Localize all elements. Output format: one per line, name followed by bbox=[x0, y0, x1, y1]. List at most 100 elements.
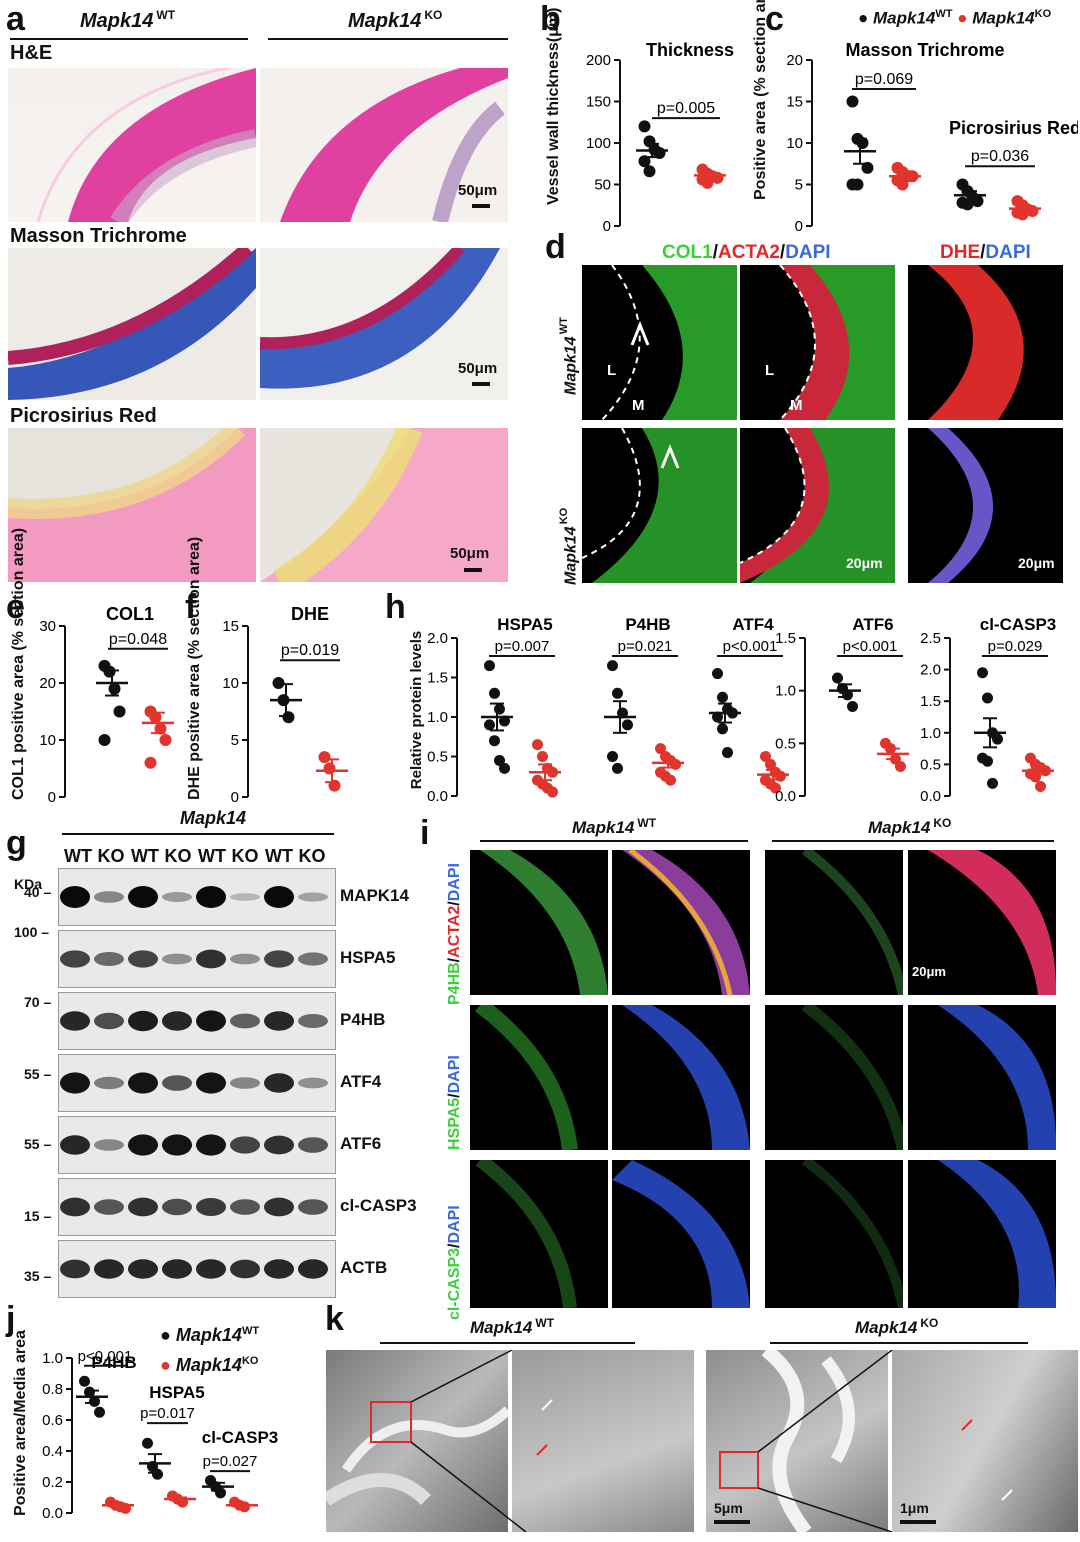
blot-band bbox=[94, 1076, 124, 1090]
panel-d-row-ko: Mapk14KO bbox=[558, 507, 580, 585]
panel-d-row-wt: Mapk14WT bbox=[558, 317, 580, 395]
h-wt-point bbox=[832, 672, 843, 684]
blot-band bbox=[60, 950, 90, 968]
panel-e-ylabel: COL1 positive area (% section area) bbox=[10, 527, 27, 800]
h4-ytick-label: 0.5 bbox=[920, 756, 941, 773]
blot-band bbox=[264, 1259, 294, 1279]
panel-h-letter: h bbox=[385, 588, 406, 626]
e-ko-point bbox=[159, 734, 172, 746]
legend-wt-dot: ● bbox=[858, 8, 869, 28]
h3-ytick-label: 0.5 bbox=[775, 735, 796, 752]
blot-band bbox=[128, 1072, 158, 1094]
blot-band bbox=[60, 1259, 90, 1279]
i-clcasp3-ko bbox=[765, 1160, 903, 1308]
mw-marker: 100 – bbox=[14, 924, 50, 940]
h-wt-point bbox=[612, 687, 623, 699]
i-hspa5-merge-wt bbox=[612, 1005, 750, 1150]
b-ytick-label: 150 bbox=[586, 94, 611, 111]
h-pvalue: p=0.007 bbox=[495, 638, 550, 655]
blot-band bbox=[128, 886, 158, 908]
f-ko-point bbox=[323, 762, 336, 775]
panel-c-legend: ● Mapk14WT ● Mapk14KO bbox=[858, 8, 1052, 28]
blot-band bbox=[196, 1259, 226, 1279]
h-pvalue: p=0.021 bbox=[618, 638, 673, 655]
blot-band bbox=[264, 886, 294, 908]
h-wt-point bbox=[494, 754, 505, 766]
panel-g-rule bbox=[62, 833, 334, 835]
c-pvalue: p=0.036 bbox=[971, 148, 1029, 165]
blot-band bbox=[162, 1134, 192, 1156]
blot-band bbox=[264, 1073, 294, 1093]
h-wt-point bbox=[722, 747, 733, 759]
blot-band bbox=[230, 1136, 260, 1154]
h4-ytick-label: 2.0 bbox=[920, 662, 941, 679]
h-ko-point bbox=[760, 751, 771, 762]
d-merge-ko: 20μm bbox=[740, 428, 895, 583]
he-scalebar-label: 50μm bbox=[458, 182, 498, 199]
blot-band bbox=[230, 1013, 260, 1029]
b-wt-point bbox=[643, 165, 656, 178]
h0-ytick-label: 1.0 bbox=[427, 709, 448, 726]
blot-band bbox=[60, 1135, 90, 1155]
blot-band bbox=[298, 1077, 328, 1089]
h4-ytick-label: 1.0 bbox=[920, 725, 941, 742]
h-ko-point bbox=[532, 739, 543, 751]
panel-f-chart: DHE 0 5 10 15 p=0.019 bbox=[222, 604, 348, 805]
panel-h-ylabel: Relative protein levels bbox=[408, 630, 425, 790]
k-ko-connectors bbox=[757, 1350, 893, 1532]
mw-marker: 40 – bbox=[24, 884, 52, 900]
f-ko-point bbox=[318, 751, 331, 764]
blot-p4hb bbox=[58, 992, 336, 1050]
lane-label-ko: KO bbox=[97, 846, 125, 866]
blot-band bbox=[230, 893, 260, 901]
blot-band bbox=[128, 1134, 158, 1156]
h-wt-point bbox=[607, 751, 618, 762]
k-ko-zoom: 1μm bbox=[892, 1350, 1078, 1532]
h-wt-point bbox=[499, 762, 510, 774]
h-wt-point bbox=[489, 735, 500, 747]
e-wt-point bbox=[98, 734, 111, 746]
j-ytick-label: 0.8 bbox=[42, 1381, 63, 1398]
blot-band bbox=[264, 950, 294, 968]
h-pvalue: p<0.001 bbox=[723, 638, 778, 655]
blot-band bbox=[94, 1259, 124, 1279]
panel-k-ko-rule bbox=[770, 1342, 1028, 1344]
f-ytick-label: 0 bbox=[231, 789, 239, 805]
kda-label: KDa bbox=[14, 876, 43, 892]
panel-d-title-2: DHE/DAPI bbox=[940, 242, 1031, 263]
i-clcasp3-wt bbox=[470, 1160, 608, 1308]
blot-band bbox=[196, 1198, 226, 1216]
lane-label-wt: WT bbox=[198, 846, 226, 866]
j-wt-point bbox=[152, 1468, 163, 1480]
lane-label-wt: WT bbox=[64, 846, 92, 866]
e-ytick-label: 30 bbox=[39, 618, 56, 635]
mw-marker: 15 – bbox=[24, 1208, 52, 1224]
mw-marker: 55 – bbox=[24, 1136, 52, 1152]
blot-label-p4hb: P4HB bbox=[340, 1010, 386, 1029]
h-ko-point bbox=[547, 786, 558, 798]
h-wt-point bbox=[982, 755, 993, 767]
d-merge-wt: L M bbox=[740, 265, 895, 420]
blot-mapk14 bbox=[58, 868, 336, 926]
k-wt-zoom bbox=[512, 1350, 694, 1532]
h4-ytick-label: 0.0 bbox=[920, 788, 941, 805]
c-wt-point bbox=[961, 198, 974, 211]
panel-h-chart: 0.0 0.5 1.0 1.5 2.0 HSPA5 p=0.007 P4HB p=0.021 AT… bbox=[427, 615, 1056, 805]
h-wt-point bbox=[607, 660, 618, 672]
i-p4hb-merge-ko: 20μm bbox=[908, 850, 1056, 995]
f-pvalue: p=0.019 bbox=[281, 642, 339, 659]
panel-b-letter: b bbox=[540, 0, 561, 38]
blot-band bbox=[230, 1077, 260, 1089]
k-wt-overview bbox=[326, 1350, 508, 1532]
h-title: ATF6 bbox=[852, 615, 893, 634]
d-media-label: M bbox=[632, 397, 645, 414]
c-wt-point bbox=[851, 178, 864, 191]
d-scalebar-label-1: 20μm bbox=[846, 555, 883, 571]
blot-band bbox=[298, 1199, 328, 1215]
blot-band bbox=[264, 1135, 294, 1155]
blot-band bbox=[162, 1075, 192, 1091]
k-scalebar-line-2 bbox=[900, 1520, 936, 1524]
sirius-scalebar-label: 50μm bbox=[450, 545, 490, 562]
blot-band bbox=[94, 1199, 124, 1215]
